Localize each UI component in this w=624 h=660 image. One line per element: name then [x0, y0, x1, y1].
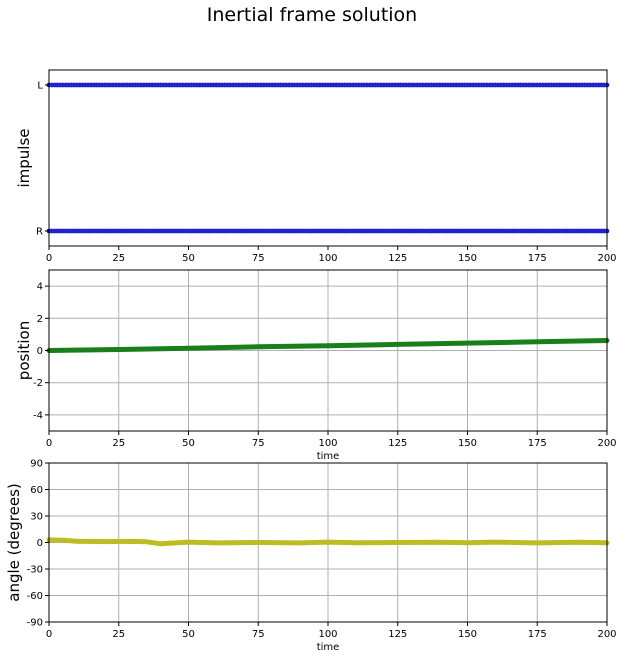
impulse-xtick-label: 0: [46, 253, 52, 264]
angle-ytick-label: 30: [30, 512, 43, 523]
angle-ytick-label: -90: [27, 618, 43, 629]
angle-xtick-label: 75: [252, 629, 265, 640]
position-xtick-label: 0: [46, 438, 52, 449]
position-xlabel: time: [317, 451, 340, 462]
impulse-xtick-label: 25: [112, 253, 125, 264]
angle-ytick-label: -60: [27, 591, 43, 602]
angle-ytick-label: 0: [37, 538, 43, 549]
panel-angle: [45, 462, 610, 626]
impulse-xtick-label: 75: [252, 253, 265, 264]
angle-xtick-label: 125: [388, 629, 407, 640]
impulse-xtick-label: 125: [388, 253, 407, 264]
angle-xtick-label: 150: [458, 629, 477, 640]
position-xtick-label: 125: [388, 438, 407, 449]
angle-xtick-label: 200: [597, 629, 616, 640]
position-ytick-label: -2: [33, 378, 43, 389]
angle-ytick-label: 60: [30, 485, 43, 496]
angle-series-line: [46, 537, 610, 547]
angle-xlabel: time: [317, 642, 340, 653]
position-xtick-label: 175: [528, 438, 547, 449]
angle-xtick-label: 0: [46, 629, 52, 640]
angle-ytick-label: -30: [27, 565, 43, 576]
position-xtick-label: 100: [318, 438, 337, 449]
position-ytick-label: 0: [37, 346, 43, 357]
angle-ylabel: angle (degrees): [5, 483, 23, 601]
position-xtick-label: 200: [597, 438, 616, 449]
angle-xtick-label: 50: [182, 629, 195, 640]
angle-xtick-label: 25: [112, 629, 125, 640]
position-ytick-label: 4: [37, 282, 43, 293]
position-xtick-label: 150: [458, 438, 477, 449]
position-xtick-label: 50: [182, 438, 195, 449]
impulse-ytick-label: L: [37, 81, 43, 92]
position-series-line: [46, 338, 610, 353]
position-ylabel: position: [15, 321, 33, 380]
angle-xtick-label: 175: [528, 629, 547, 640]
panel-position: [45, 269, 610, 435]
figure-title: Inertial frame solution: [206, 4, 418, 26]
impulse-xtick-label: 175: [528, 253, 547, 264]
angle-xtick-label: 100: [318, 629, 337, 640]
angle-ytick-label: 90: [30, 459, 43, 470]
impulse-axes-frame: [48, 69, 608, 247]
panel-impulse: [45, 69, 610, 250]
position-xtick-label: 25: [112, 438, 125, 449]
position-ytick-label: -4: [33, 410, 43, 421]
position-xtick-label: 75: [252, 438, 265, 449]
impulse-ytick-label: R: [36, 227, 43, 238]
position-ytick-label: 2: [37, 314, 43, 325]
impulse-xtick-label: 50: [182, 253, 195, 264]
impulse-ylabel: impulse: [15, 128, 33, 187]
impulse-xtick-label: 200: [597, 253, 616, 264]
impulse-xtick-label: 100: [318, 253, 337, 264]
impulse-xtick-label: 150: [458, 253, 477, 264]
